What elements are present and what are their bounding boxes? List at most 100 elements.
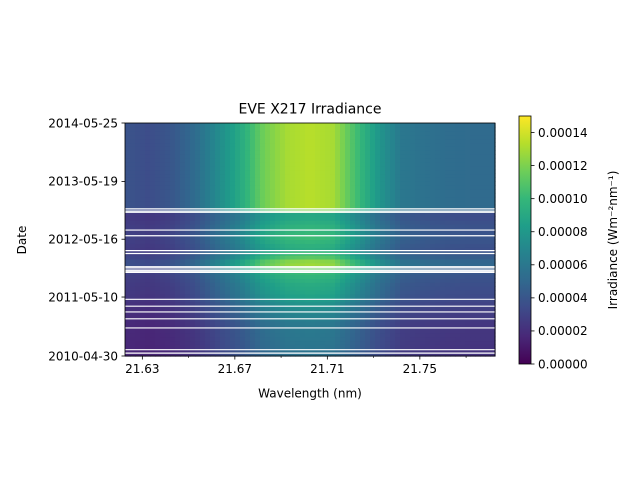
heatmap-cell (390, 189, 396, 194)
heatmap-cell (240, 185, 246, 190)
heatmap-cell (215, 289, 221, 295)
heatmap-cell (215, 332, 221, 338)
heatmap-cell (380, 185, 386, 190)
heatmap-cell (310, 282, 316, 287)
heatmap-cell (140, 146, 146, 151)
heatmap-cell (220, 328, 226, 334)
heatmap-cell (400, 154, 406, 159)
heatmap-cell (295, 146, 301, 151)
heatmap-cell (340, 258, 346, 264)
heatmap-cell (245, 243, 251, 248)
heatmap-cell (295, 200, 301, 206)
heatmap-cell (430, 243, 436, 248)
heatmap-cell (400, 293, 406, 299)
heatmap-cell (135, 297, 141, 303)
heatmap-cell (430, 274, 436, 279)
heatmap-cell (160, 220, 166, 225)
heatmap-cell (290, 192, 296, 198)
heatmap-cell (205, 212, 211, 217)
heatmap-cell (440, 142, 446, 147)
heatmap-cell (180, 161, 186, 167)
heatmap-cell (135, 305, 141, 310)
heatmap-cell (260, 123, 266, 128)
heatmap-cell (270, 255, 276, 260)
heatmap-cell (425, 282, 431, 287)
heatmap-cell (430, 126, 436, 132)
heatmap-cell (210, 157, 216, 163)
heatmap-cell (270, 305, 276, 310)
heatmap-cell (295, 142, 301, 147)
heatmap-cell (220, 154, 226, 159)
heatmap-cell (435, 282, 441, 287)
heatmap-cell (265, 161, 271, 167)
heatmap-cell (415, 340, 421, 345)
heatmap-cell (435, 181, 441, 186)
heatmap-cell (240, 352, 246, 357)
heatmap-cell (445, 157, 451, 163)
heatmap-cell (140, 173, 146, 178)
heatmap-cell (460, 200, 466, 206)
heatmap-cell (365, 235, 371, 241)
heatmap-cell (170, 196, 176, 202)
heatmap-cell (435, 220, 441, 225)
heatmap-cell (160, 340, 166, 345)
heatmap-cell (275, 352, 281, 357)
heatmap-cell (310, 231, 316, 237)
heatmap-cell (295, 161, 301, 167)
heatmap-cell (455, 185, 461, 190)
heatmap-cell (245, 344, 251, 349)
heatmap-cell (485, 123, 491, 128)
heatmap-cell (280, 177, 286, 182)
heatmap-cell (130, 231, 136, 237)
heatmap-cell (320, 123, 326, 128)
heatmap-cell (180, 157, 186, 163)
heatmap-cell (370, 317, 376, 322)
heatmap-cell (300, 181, 306, 186)
heatmap-cell (415, 301, 421, 307)
heatmap-cell (345, 266, 351, 272)
heatmap-cell (445, 216, 451, 221)
heatmap-cell (445, 305, 451, 310)
heatmap-cell (225, 142, 231, 147)
heatmap-cell (305, 200, 311, 206)
heatmap-cell (340, 332, 346, 338)
heatmap-cell (210, 223, 216, 229)
heatmap-cell (425, 321, 431, 326)
heatmap-cell (215, 185, 221, 190)
heatmap-cell (245, 150, 251, 155)
heatmap-cell (315, 173, 321, 178)
heatmap-cell (465, 262, 471, 268)
heatmap-cell (145, 157, 151, 163)
heatmap-cell (340, 328, 346, 334)
heatmap-cell (460, 185, 466, 190)
heatmap-cell (160, 297, 166, 303)
heatmap-cell (155, 348, 161, 353)
heatmap-cell (245, 134, 251, 140)
heatmap-cell (310, 332, 316, 338)
heatmap-cell (185, 150, 191, 155)
heatmap-cell (365, 286, 371, 291)
heatmap-cell (175, 177, 181, 182)
heatmap-cell (130, 278, 136, 283)
heatmap-cell (335, 196, 341, 202)
heatmap-cell (365, 293, 371, 299)
heatmap-cell (360, 154, 366, 159)
heatmap-cell (445, 146, 451, 151)
heatmap-cell (360, 336, 366, 342)
heatmap-cell (445, 332, 451, 338)
heatmap-cell (480, 169, 486, 175)
heatmap-cell (220, 305, 226, 310)
heatmap-cell (465, 196, 471, 202)
heatmap-cell (170, 297, 176, 303)
heatmap-cell (490, 340, 496, 345)
heatmap-cell (350, 247, 356, 252)
heatmap-cell (455, 328, 461, 334)
heatmap-cell (280, 313, 286, 318)
heatmap-cell (325, 258, 331, 264)
heatmap-cell (215, 328, 221, 334)
heatmap-cell (225, 344, 231, 349)
heatmap-cell (430, 239, 436, 244)
heatmap-cell (125, 177, 131, 182)
heatmap-cell (485, 169, 491, 175)
heatmap-cell (235, 324, 241, 330)
